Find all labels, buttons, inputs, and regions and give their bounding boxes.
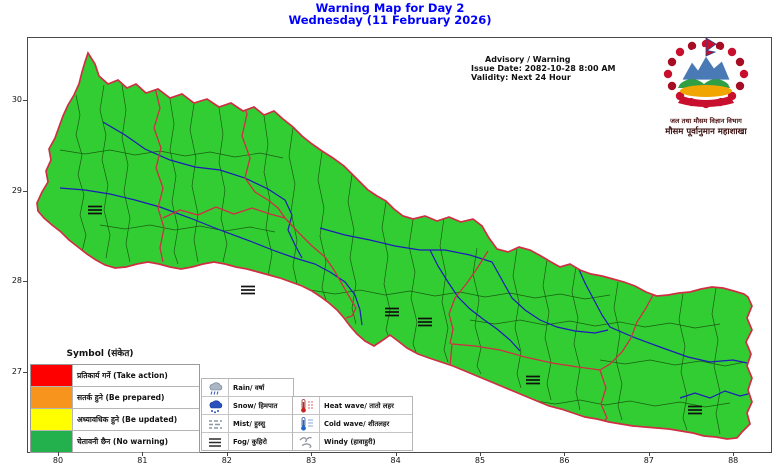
province-borders	[153, 87, 654, 422]
weather-row-rain: Rain/ वर्षा	[202, 379, 293, 397]
x-tick-mark	[648, 452, 650, 456]
weather-label: Windy (हावाहुरी)	[324, 438, 376, 446]
nepal-flag-icon	[705, 37, 717, 57]
weather-row-cold-wave: Cold wave/ शीतलहर	[293, 415, 412, 433]
y-tick-mark	[23, 372, 27, 373]
weather-row-snow: Snow/ हिमपात	[202, 397, 293, 415]
x-tick-mark	[564, 452, 566, 456]
agency-name-line-1: जल तथा मौसम विज्ञान विभाग	[670, 117, 742, 125]
x-tick-label: 83	[306, 456, 317, 465]
windy-icon	[293, 433, 320, 450]
symbol-legend: प्रतिकार्य गर्ने (Take action) सतर्क हुन…	[30, 364, 200, 453]
advisory-heading: Advisory / Warning	[485, 55, 571, 64]
ribbon	[678, 96, 734, 107]
x-tick-label: 84	[390, 456, 401, 465]
district-borders	[59, 84, 746, 435]
x-tick-mark	[142, 452, 144, 456]
advisory-validity: Validity: Next 24 Hour	[471, 73, 571, 82]
y-tick-mark	[23, 191, 27, 192]
agency-name-line-2: मौसम पूर्वानुमान महाशाखा	[665, 127, 747, 137]
weather-label: Cold wave/ शीतलहर	[324, 420, 390, 428]
symbol-legend-title: Symbol (संकेत)	[66, 349, 134, 359]
legend-color-swatch-yellow	[31, 409, 72, 430]
advisory-issue-date: Issue Date: 2082-10-28 8:00 AM	[471, 64, 616, 73]
legend-color-swatch-green	[31, 431, 72, 452]
x-tick-mark	[480, 452, 481, 456]
weather-legend-left: Rain/ वर्षा Snow/ हिमपात Mist/ हुस्सु Fo…	[201, 378, 294, 451]
weather-row-fog: Fog/ कुहिरो	[202, 433, 293, 450]
y-tick-mark	[23, 281, 27, 282]
y-tick-label: 29	[11, 186, 22, 195]
page-title: Warning Map for Day 2 Wednesday (11 Febr…	[0, 2, 780, 26]
x-tick-label: 80	[52, 456, 64, 465]
nepal-emblem-icon	[663, 37, 749, 109]
y-tick-label: 27	[11, 367, 22, 376]
x-tick-label: 87	[643, 456, 654, 465]
fog-symbol	[688, 405, 702, 415]
x-tick-label: 86	[559, 456, 570, 465]
title-line-2: Wednesday (11 February 2026)	[288, 13, 492, 27]
legend-row-be-updated: अध्यावधिक हुने (Be updated)	[31, 409, 199, 431]
field	[680, 85, 732, 97]
advisory-block: Advisory / Warning Issue Date: 2082-10-2…	[471, 55, 631, 82]
weather-label: Snow/ हिमपात	[233, 402, 278, 410]
legend-label: चेतावनी छैन (No warning)	[72, 431, 199, 452]
x-tick-mark	[395, 452, 397, 456]
legend-row-take-action: प्रतिकार्य गर्ने (Take action)	[31, 365, 199, 387]
weather-label: Mist/ हुस्सु	[233, 420, 266, 428]
x-tick-mark	[58, 452, 59, 456]
fog-symbol	[385, 307, 399, 317]
y-tick-mark	[23, 100, 27, 101]
x-tick-mark	[311, 452, 313, 456]
weather-label: Heat wave/ तातो लहर	[324, 402, 394, 410]
legend-row-no-warning: चेतावनी छैन (No warning)	[31, 431, 199, 452]
fog-symbol	[88, 205, 102, 215]
legend-label: सतर्क हुने (Be prepared)	[72, 387, 199, 408]
legend-label: प्रतिकार्य गर्ने (Take action)	[72, 365, 199, 386]
snow-icon	[202, 397, 229, 414]
x-tick-label: 81	[137, 456, 148, 465]
weather-legend-right: Heat wave/ तातो लहर Cold wave/ शीतलहर Wi…	[292, 396, 413, 451]
dhm-logo: जल तथा मौसम विज्ञान विभाग मौसम पूर्वानुम…	[633, 36, 779, 137]
cold-wave-icon	[293, 415, 320, 432]
title-line-1: Warning Map for Day 2	[315, 1, 465, 15]
nepal-outline	[36, 51, 753, 440]
rain-icon	[202, 379, 229, 396]
x-tick-label: 88	[728, 456, 739, 465]
mist-icon	[202, 415, 229, 432]
weather-label: Rain/ वर्षा	[233, 384, 265, 392]
x-tick-mark	[733, 452, 735, 456]
fog-symbol	[241, 285, 255, 295]
legend-color-swatch-red	[31, 365, 72, 386]
rivers	[59, 121, 752, 399]
weather-label: Fog/ कुहिरो	[233, 438, 267, 446]
legend-color-swatch-orange	[31, 387, 72, 408]
weather-row-windy: Windy (हावाहुरी)	[293, 433, 412, 450]
y-tick-label: 28	[11, 276, 22, 285]
weather-row-mist: Mist/ हुस्सु	[202, 415, 293, 433]
mountain	[681, 55, 731, 81]
legend-row-be-prepared: सतर्क हुने (Be prepared)	[31, 387, 199, 409]
legend-label: अध्यावधिक हुने (Be updated)	[72, 409, 199, 430]
fog-symbol	[526, 375, 540, 385]
y-tick-label: 30	[11, 95, 22, 104]
weather-row-heat-wave: Heat wave/ तातो लहर	[293, 397, 412, 415]
x-tick-label: 82	[221, 456, 232, 465]
x-tick-mark	[226, 452, 228, 456]
heat-wave-icon	[293, 397, 320, 414]
fog-icon	[202, 433, 229, 450]
x-tick-label: 85	[474, 456, 486, 465]
fog-symbol	[418, 317, 432, 327]
